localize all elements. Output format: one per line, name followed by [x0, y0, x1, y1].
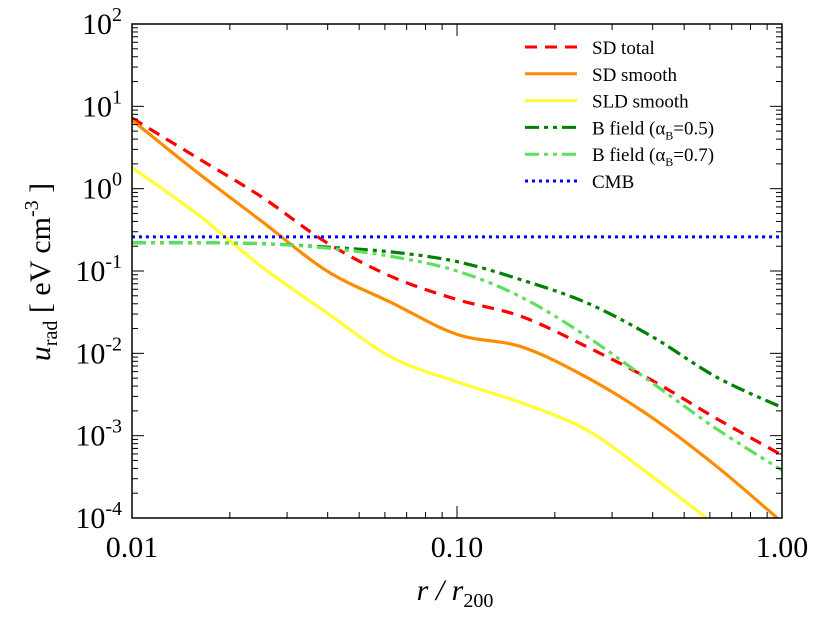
legend-entry: B field (αB=0.7) — [592, 145, 714, 169]
series-line-1 — [132, 118, 780, 518]
y-tick-label: 101 — [82, 86, 122, 123]
series-line-2 — [132, 166, 710, 518]
legend-entry: SLD smooth — [592, 92, 689, 113]
legend-entry: B field (αB=0.5) — [592, 118, 714, 142]
y-tick-label: 10-4 — [75, 498, 122, 535]
legend-entry: SD total — [592, 38, 655, 59]
y-axis-label: urad [ eV cm-3 ] — [21, 183, 62, 361]
y-tick-exponent: -1 — [105, 251, 122, 273]
legend: SD total SD smooth SLD smooth B field (αB=0… — [525, 38, 714, 193]
series-line-0 — [132, 116, 782, 457]
y-tick-base: 10 — [82, 8, 112, 41]
y-tick-label: 100 — [82, 169, 122, 206]
y-tick-exponent: -2 — [105, 333, 122, 355]
y-tick-base: 10 — [82, 173, 112, 206]
y-tick-label: 10-1 — [75, 251, 122, 288]
y-tick-base: 10 — [75, 337, 105, 370]
y-tick-base: 10 — [75, 255, 105, 288]
y-tick-label: 10-2 — [75, 333, 122, 370]
series-line-3 — [132, 241, 782, 409]
x-tick-label: 0.01 — [106, 531, 159, 564]
y-tick-label: 10-3 — [75, 416, 122, 453]
series-layer — [132, 116, 782, 518]
y-tick-base: 10 — [75, 502, 105, 535]
x-tick-label: 1.00 — [756, 531, 809, 564]
y-tick-exponent: 0 — [112, 169, 122, 191]
y-tick-exponent: 1 — [112, 86, 122, 108]
y-tick-base: 10 — [75, 420, 105, 453]
legend-entry: SD smooth — [592, 65, 677, 86]
series-line-4 — [132, 241, 782, 472]
y-tick-exponent: 2 — [112, 4, 122, 26]
legend-entry: CMB — [592, 172, 634, 193]
y-tick-label: 102 — [82, 4, 122, 41]
x-axis-label: r / r200 — [417, 574, 494, 612]
y-tick-exponent: -4 — [105, 498, 122, 520]
y-tick-exponent: -3 — [105, 416, 122, 438]
x-tick-label: 0.10 — [431, 531, 484, 564]
y-tick-base: 10 — [82, 90, 112, 123]
